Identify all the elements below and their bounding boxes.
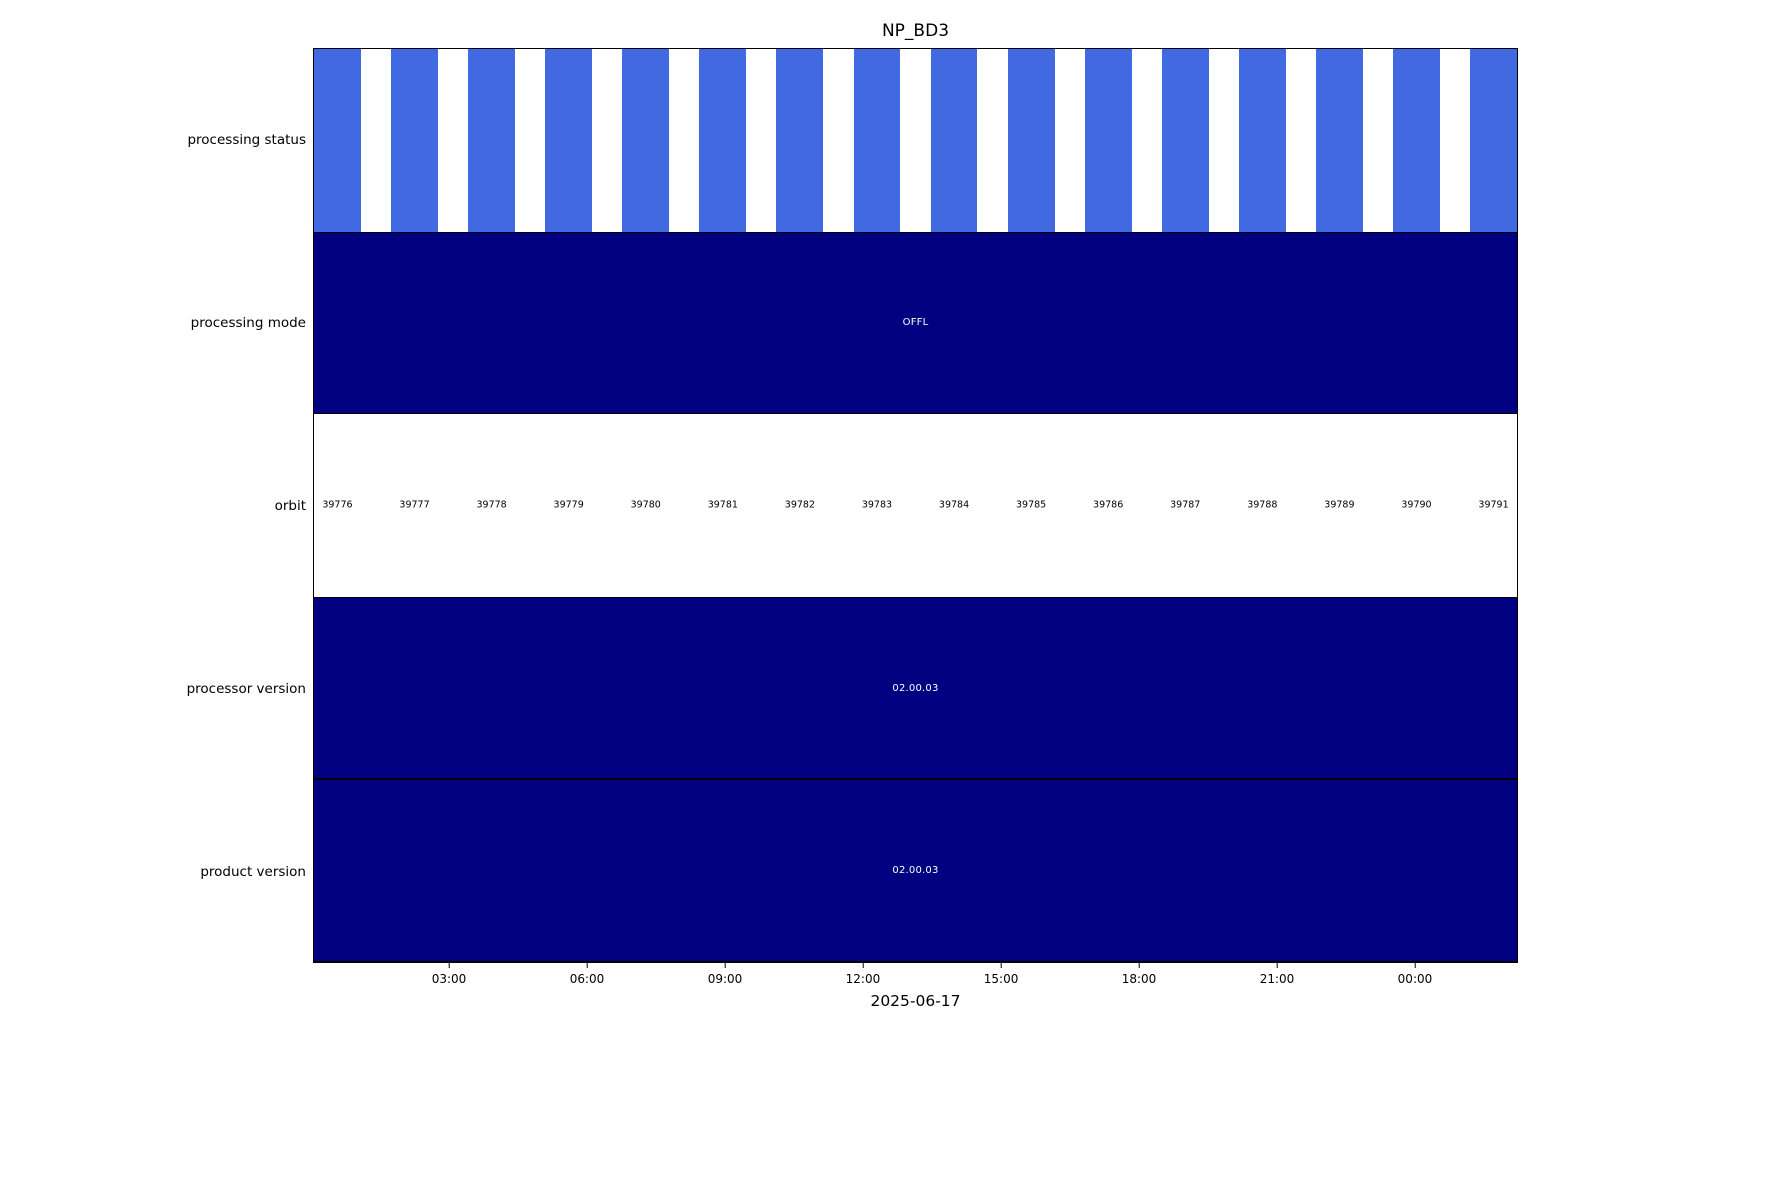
row-product-version: 02.00.03	[314, 779, 1517, 962]
processing-status-bar	[1393, 49, 1440, 232]
processing-status-bar	[699, 49, 747, 232]
x-axis-tick-label: 00:00	[1397, 972, 1433, 986]
x-axis-tick-label: 21:00	[1259, 972, 1295, 986]
product-version-value: 02.00.03	[892, 865, 939, 877]
row-label-orbit: orbit	[274, 497, 306, 514]
processing-status-bar	[1315, 49, 1363, 232]
processing-status-bar	[545, 49, 593, 232]
orbit-number: 39787	[1170, 499, 1201, 511]
x-axis-tick: 09:00	[707, 963, 743, 986]
processing-status-bar	[622, 49, 670, 232]
x-axis-tick-mark	[724, 963, 726, 968]
processing-mode-value: OFFL	[902, 317, 929, 329]
orbit-number: 39778	[476, 499, 507, 511]
processing-status-bar	[853, 49, 901, 232]
x-axis-tick-mark	[1000, 963, 1002, 968]
row-label-product-version: product version	[200, 863, 306, 880]
x-axis-tick-mark	[586, 963, 588, 968]
processing-status-bar	[776, 49, 824, 232]
orbit-number: 39777	[399, 499, 430, 511]
chart-title: NP_BD3	[881, 21, 950, 41]
orbit-number: 39790	[1401, 499, 1432, 511]
x-axis-tick: 18:00	[1121, 963, 1157, 986]
processing-status-bar	[1007, 49, 1055, 232]
x-axis-tick-label: 15:00	[983, 972, 1019, 986]
row-processing-status	[314, 49, 1517, 232]
orbit-number: 39788	[1247, 499, 1278, 511]
x-axis-tick-mark	[862, 963, 864, 968]
orbit-number: 39782	[784, 499, 816, 511]
orbit-number: 39779	[553, 499, 584, 511]
x-axis-tick-label: 09:00	[707, 972, 743, 986]
x-axis: 03:00 06:00 09:00 12:00 15:00 18:00 21:00 00:00	[313, 963, 1518, 995]
processing-status-bar	[314, 49, 361, 232]
row-processing-mode: OFFL	[314, 231, 1517, 415]
x-axis-tick: 00:00	[1397, 963, 1433, 986]
orbit-number: 39780	[630, 499, 661, 511]
row-orbit: 39776 39777 39778 39779 39780 39781 39782 39783…	[314, 414, 1517, 597]
x-axis-tick-label: 06:00	[569, 972, 605, 986]
x-axis-tick-label: 03:00	[431, 972, 467, 986]
orbit-number: 39789	[1324, 499, 1355, 511]
processing-status-bar	[391, 49, 438, 232]
x-axis-tick-label: 18:00	[1121, 972, 1157, 986]
x-axis-tick-label: 12:00	[845, 972, 881, 986]
x-axis-tick-mark	[448, 963, 450, 968]
orbit-number: 39786	[1093, 499, 1124, 511]
x-axis-tick: 12:00	[845, 963, 881, 986]
orbit-number: 39783	[861, 499, 893, 511]
x-axis-tick: 06:00	[569, 963, 605, 986]
processing-status-bar	[1238, 49, 1286, 232]
x-axis-tick: 03:00	[431, 963, 467, 986]
x-axis-tick-mark	[1138, 963, 1140, 968]
row-label-processor-version: processor version	[186, 680, 306, 697]
plot-area: OFFL 39776 39777 39778 39779 39780 39781 39782…	[313, 48, 1518, 963]
x-axis-date-label: 2025-06-17	[870, 992, 961, 1010]
x-axis-tick-mark	[1276, 963, 1278, 968]
processing-status-bar	[468, 49, 516, 232]
orbit-number: 39781	[707, 499, 738, 511]
orbit-number: 39791	[1478, 499, 1509, 511]
row-label-processing-mode: processing mode	[190, 314, 306, 331]
processor-version-value: 02.00.03	[892, 682, 939, 694]
processing-status-bar	[1084, 49, 1132, 232]
row-label-processing-status: processing status	[187, 131, 306, 148]
processing-status-bar	[930, 49, 978, 232]
orbit-number: 39776	[322, 499, 353, 511]
x-axis-tick: 21:00	[1259, 963, 1295, 986]
x-axis-tick: 15:00	[983, 963, 1019, 986]
x-axis-tick-mark	[1414, 963, 1416, 968]
orbit-number: 39784	[938, 499, 970, 511]
row-processor-version: 02.00.03	[314, 596, 1517, 780]
orbit-number: 39785	[1015, 499, 1047, 511]
processing-status-bar	[1161, 49, 1209, 232]
processing-status-bar	[1470, 49, 1517, 232]
